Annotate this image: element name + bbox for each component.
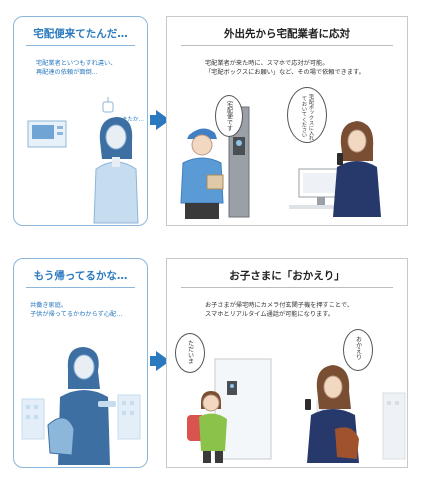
city-buildings-left [21, 394, 141, 440]
panel-3-worried-parent: もう帰ってるかな… 共働き家庭。 子供が帰ってるかわからず心配… [13, 258, 148, 468]
panel-4-title: お子さまに「おかえり」 [229, 270, 345, 282]
panel-1-body-line-2: 再配達の依頼が面倒… [36, 69, 98, 76]
panel-2-body-line-1: 宅配業者が来た時に、スマホで応対が可能。 [205, 60, 329, 67]
panel-3-body-line-1: 共働き家庭。 [30, 302, 68, 309]
panel-2-body: 宅配業者が来た時に、スマホで応対が可能。 「宅配ボックスにお願い」など、その場で… [205, 59, 365, 77]
intercom-monitor-illustration [27, 120, 67, 148]
panel-2-bubble-delivery: 宅配便です [215, 95, 243, 137]
panel-4-bubble-mother: おかえり [343, 329, 373, 371]
panel-2-title: 外出先から宅配業者に応対 [224, 28, 350, 40]
panel-3-title: もう帰ってるかな… [33, 270, 128, 282]
row-2-arrow-stem [150, 356, 156, 366]
panel-2-divider [181, 45, 393, 46]
panel-3-body: 共働き家庭。 子供が帰ってるかわからず心配… [30, 301, 122, 319]
panel-4-bubble-child-text: ただいま [186, 340, 194, 364]
office-woman-illustration [289, 121, 381, 217]
hanging-tag-icon [102, 97, 114, 113]
panel-4-body-line-1: お子さまが帰宅時にカメラ付玄関子機を押すことで、 [205, 302, 354, 309]
panel-2-bubble-delivery-text: 宅配便です [225, 101, 233, 131]
panel-1-divider [26, 45, 135, 46]
panel-3-divider [26, 287, 135, 288]
panel-1-title: 宅配便来てたんだ… [33, 28, 128, 40]
woman-illustration [93, 117, 139, 224]
panel-1-body-line-1: 宅配業者といつもすれ違い、 [36, 60, 117, 67]
panel-1-body: 宅配業者といつもすれ違い、 再配達の依頼が面倒… [36, 59, 116, 77]
mother-with-phone-illustration [305, 365, 359, 463]
panel-4-divider [181, 287, 393, 288]
delivery-man-illustration [180, 128, 224, 219]
child-illustration [187, 391, 227, 463]
panel-3-body-line-2: 子供が帰ってるかわからず心配… [30, 311, 123, 318]
panel-4-bubble-child: ただいま [175, 333, 205, 373]
panel-2-remote-answer: 外出先から宅配業者に応対 宅配業者が来た時に、スマホで応対が可能。 「宅配ボック… [166, 16, 408, 226]
panel-2-bubble-reply-text: 宅配ボックスに入れておいてください [301, 93, 314, 141]
row-1-arrow-stem [150, 115, 156, 125]
panel-2-bubble-reply: 宅配ボックスに入れておいてください [287, 87, 327, 143]
panel-4-welcome-home: お子さまに「おかえり」 お子さまが帰宅時にカメラ付玄関子機を押すことで、 スマホ… [166, 258, 408, 468]
panel-1-speech: またか… [122, 117, 145, 123]
panel-4-body: お子さまが帰宅時にカメラ付玄関子機を押すことで、 スマホとリアルタイム通話が可能… [205, 301, 353, 319]
panel-4-bubble-mother-text: おかえり [354, 336, 362, 360]
panel-1-missed-delivery: 宅配便来てたんだ… 宅配業者といつもすれ違い、 再配達の依頼が面倒… またか… [13, 16, 148, 226]
panel-2-body-line-2: 「宅配ボックスにお願い」など、その場で依頼できます。 [205, 69, 365, 76]
panel-4-body-line-2: スマホとリアルタイム通話が可能になります。 [205, 311, 334, 318]
working-woman-illustration [47, 347, 116, 465]
